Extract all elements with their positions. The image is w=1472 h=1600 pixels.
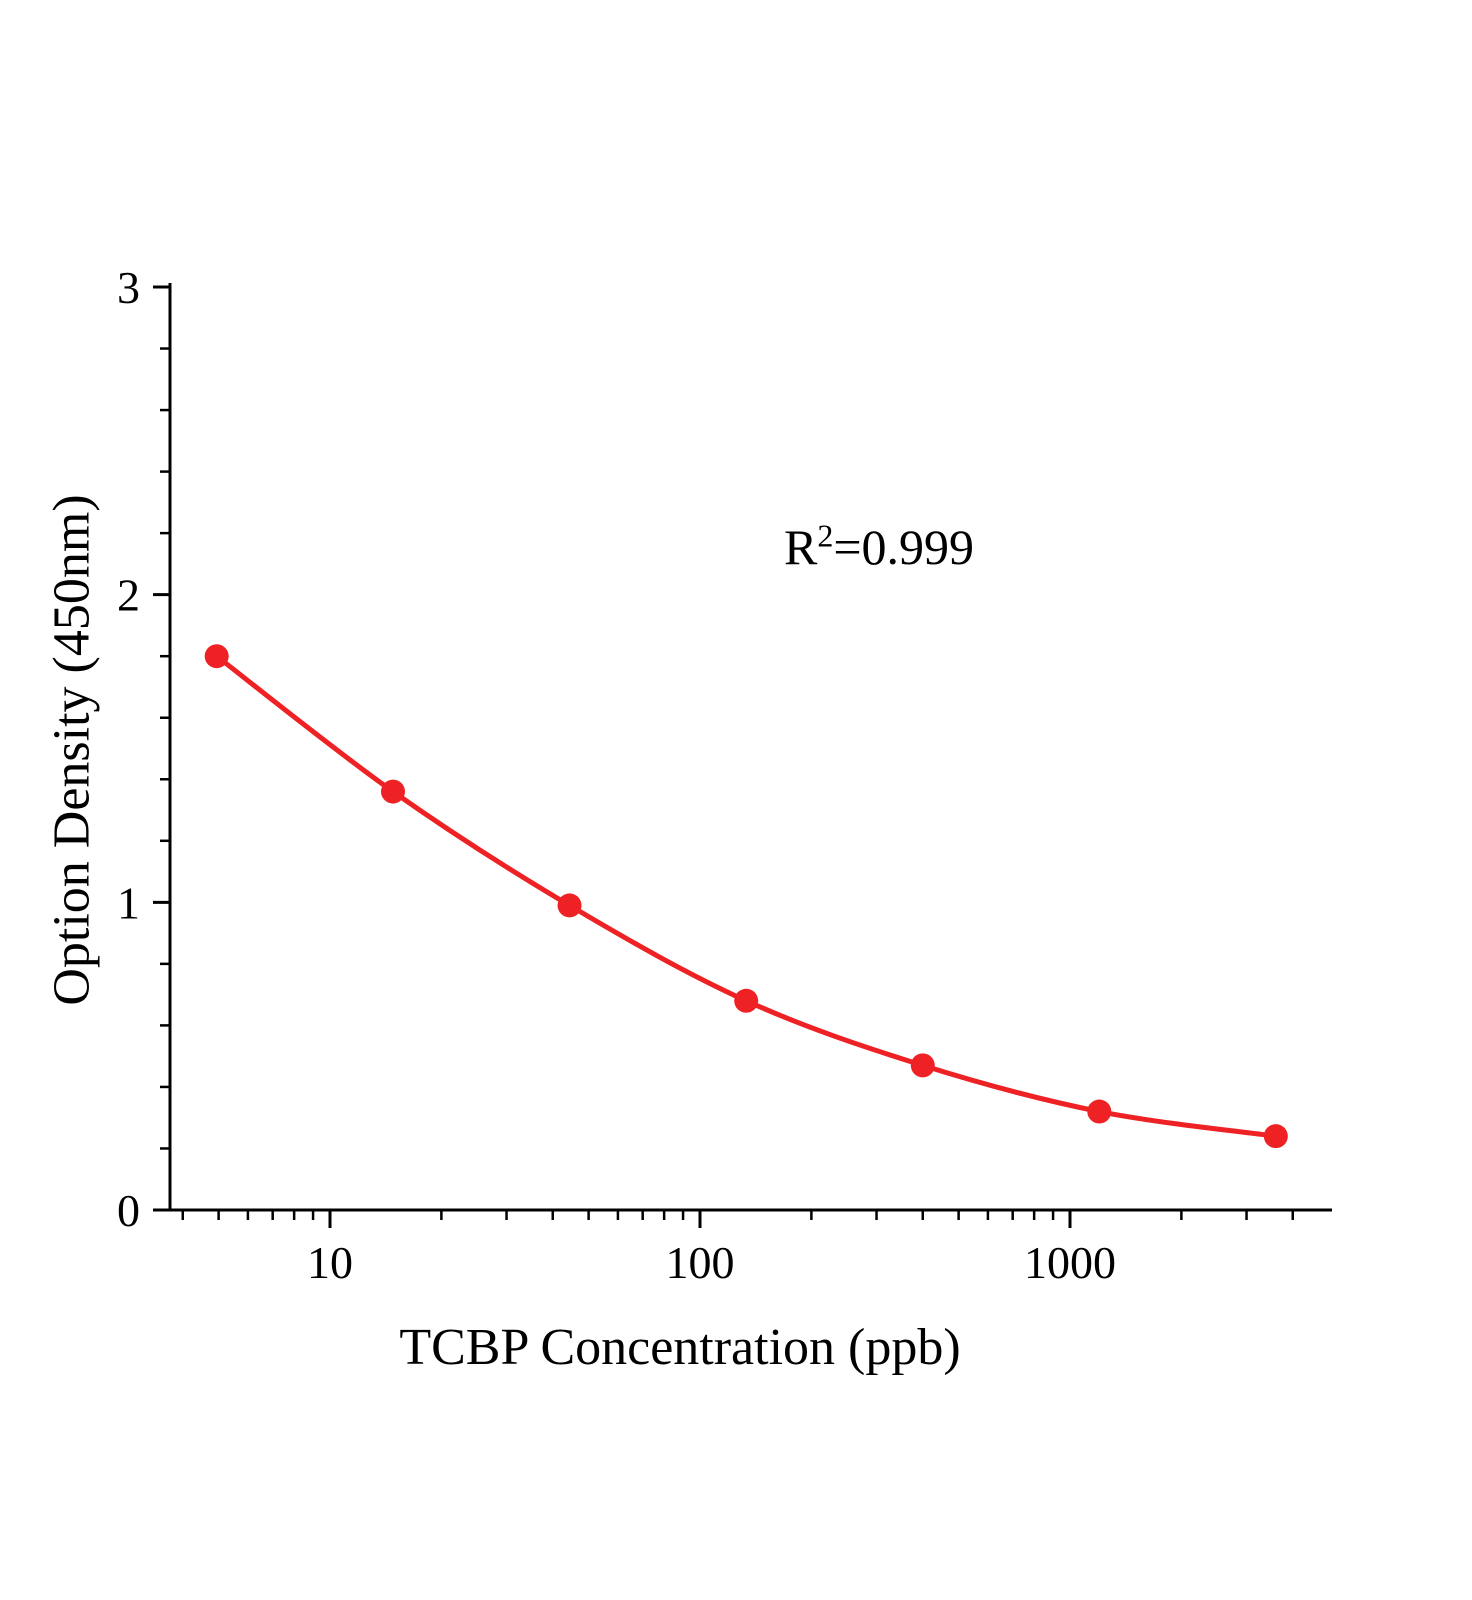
r-squared-annotation: R2=0.999 (784, 518, 974, 576)
x-axis-title: TCBP Concentration (ppb) (399, 1319, 961, 1376)
x-tick-label: 100 (666, 1237, 735, 1288)
data-point (557, 893, 582, 918)
x-tick-label: 10 (307, 1237, 353, 1288)
data-point (910, 1053, 935, 1078)
data-point (734, 988, 759, 1013)
y-tick-label: 1 (117, 877, 140, 928)
x-tick-label: 1000 (1024, 1237, 1116, 1288)
y-tick-label: 2 (117, 570, 140, 621)
data-point (1263, 1124, 1288, 1149)
y-axis-title: Option Density (450nm) (43, 494, 101, 1006)
r-squared-exponent: 2 (817, 517, 834, 554)
y-tick-label: 3 (117, 262, 140, 313)
y-tick-label: 0 (117, 1185, 140, 1236)
r-squared-prefix: R (784, 519, 818, 575)
r-squared-value: =0.999 (833, 519, 975, 575)
data-point (380, 779, 405, 804)
data-point (204, 644, 229, 669)
data-point (1087, 1099, 1112, 1124)
standard-curve-line (215, 654, 1277, 1139)
